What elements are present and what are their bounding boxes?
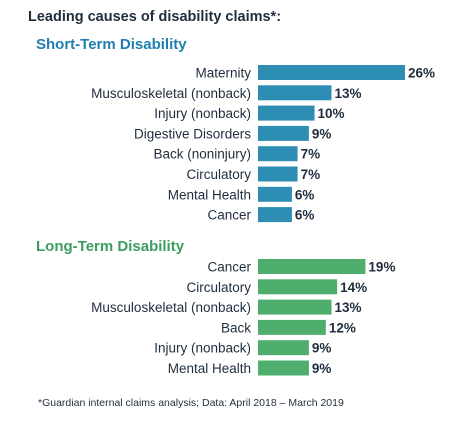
- long-term-category-label-musculoskeletal-nonback: Musculoskeletal (nonback): [91, 300, 251, 315]
- short-term-bar-mental-health: [258, 186, 292, 202]
- long-term-bar-circulatory: [258, 279, 338, 295]
- long-term-category-label-back: Back: [221, 320, 251, 335]
- short-term-bar-maternity: [258, 65, 405, 80]
- footnote: *Guardian internal claims analysis; Data…: [38, 397, 344, 409]
- long-term-heading: Long-Term Disability: [36, 238, 185, 255]
- short-term-category-label-cancer: Cancer: [207, 208, 251, 223]
- short-term-category-label-musculoskeletal-nonback: Musculoskeletal (nonback): [91, 86, 251, 101]
- short-term-bar-circulatory: [258, 166, 298, 182]
- short-term-bar-back-noninjury: [258, 146, 298, 162]
- short-term-value-label-mental-health: 6%: [295, 187, 315, 202]
- short-term-heading: Short-Term Disability: [36, 36, 187, 53]
- short-term-value-label-maternity: 26%: [408, 66, 435, 81]
- short-term-value-label-digestive-disorders: 9%: [312, 126, 332, 141]
- chart-main-title: Leading causes of disability claims*:: [28, 9, 282, 25]
- short-term-category-label-mental-health: Mental Health: [168, 187, 251, 202]
- long-term-value-label-injury-nonback: 9%: [312, 341, 332, 356]
- short-term-value-label-circulatory: 7%: [301, 167, 321, 182]
- short-term-category-label-back-noninjury: Back (noninjury): [153, 147, 251, 162]
- short-term-bar-cancer: [258, 207, 292, 223]
- long-term-bar-mental-health: [258, 360, 309, 376]
- long-term-category-label-mental-health: Mental Health: [168, 361, 251, 376]
- long-term-category-label-injury-nonback: Injury (nonback): [154, 341, 251, 356]
- long-term-value-label-musculoskeletal-nonback: 13%: [335, 300, 362, 315]
- long-term-value-label-cancer: 19%: [368, 260, 395, 275]
- long-term-bar-back: [258, 319, 326, 335]
- short-term-value-label-back-noninjury: 7%: [301, 147, 321, 162]
- short-term-value-label-musculoskeletal-nonback: 13%: [335, 86, 362, 101]
- long-term-bar-musculoskeletal-nonback: [258, 299, 332, 315]
- short-term-value-label-cancer: 6%: [295, 208, 315, 223]
- long-term-category-label-cancer: Cancer: [207, 260, 251, 275]
- short-term-category-label-digestive-disorders: Digestive Disorders: [134, 126, 251, 141]
- long-term-value-label-back: 12%: [329, 320, 356, 335]
- long-term-bar-cancer: [258, 259, 366, 274]
- long-term-bar-injury-nonback: [258, 340, 309, 356]
- short-term-value-label-injury-nonback: 10%: [318, 106, 345, 121]
- long-term-value-label-circulatory: 14%: [340, 280, 367, 295]
- short-term-bar-injury-nonback: [258, 105, 315, 121]
- short-term-category-label-circulatory: Circulatory: [186, 167, 251, 182]
- short-term-bar-digestive-disorders: [258, 125, 309, 141]
- long-term-category-label-circulatory: Circulatory: [186, 280, 251, 295]
- short-term-category-label-maternity: Maternity: [195, 66, 251, 81]
- short-term-bar-musculoskeletal-nonback: [258, 85, 332, 101]
- long-term-value-label-mental-health: 9%: [312, 361, 332, 376]
- short-term-category-label-injury-nonback: Injury (nonback): [154, 106, 251, 121]
